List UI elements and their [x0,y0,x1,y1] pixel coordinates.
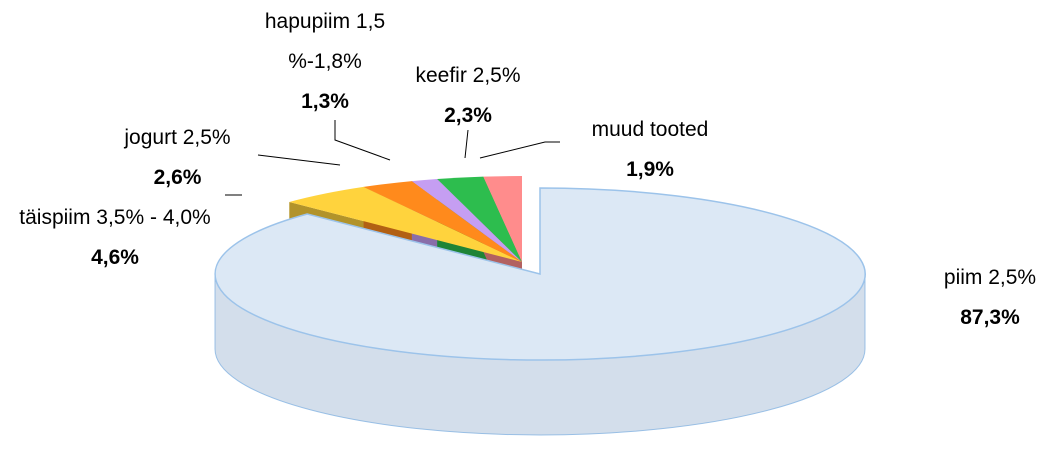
category-label: muud tooted [591,118,709,141]
data-label: hapupiim 1,5 %-1,8% 1,3% [235,2,415,122]
data-label: keefir 2,5% 2,3% [393,56,543,136]
data-label: täispiim 3,5% - 4,0% 4,6% [5,198,225,278]
value-label: 1,3% [301,90,349,113]
data-label: muud tooted 1,9% [545,110,755,190]
value-label: 2,6% [153,166,202,189]
value-label: 4,6% [91,246,139,269]
slice-top [214,187,866,361]
leader-line [334,120,391,161]
value-label: 87,3% [960,306,1020,329]
category-label: hapupiim 1,5 %-1,8% [264,10,386,73]
slice-top [437,176,522,262]
slice-top [363,181,522,262]
tops [214,175,866,361]
slice-top [289,186,522,262]
data-label: jogurt 2,5% 2,6% [95,118,260,198]
leader-lines [225,120,560,196]
leader-line [479,141,560,159]
value-label: 1,9% [626,158,674,181]
leader-line [257,154,341,166]
category-label: keefir 2,5% [415,64,521,87]
leader-line [464,129,469,159]
value-label: 2,3% [444,104,492,127]
category-label: jogurt 2,5% [124,126,231,149]
category-label: täispiim 3,5% - 4,0% [19,206,211,229]
slice-top [411,179,522,262]
category-label: piim 2,5% [943,266,1037,289]
data-label: piim 2,5% 87,3% [935,258,1045,338]
slice-top [483,175,522,262]
shade [215,274,865,435]
